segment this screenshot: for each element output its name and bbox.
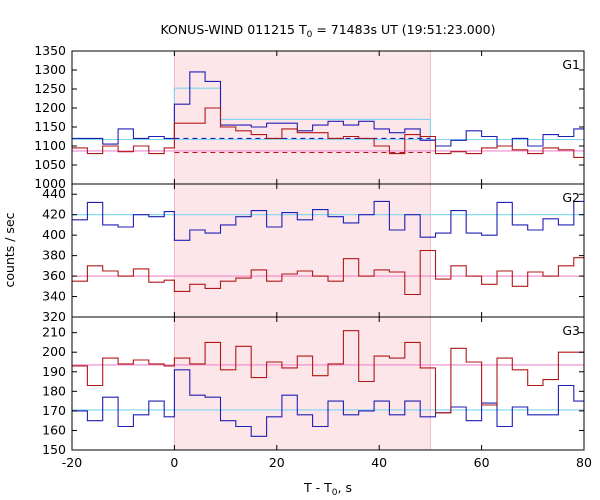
panel-g2-data-blue-line bbox=[72, 200, 584, 241]
x-tick-label: -20 bbox=[62, 455, 82, 470]
panel-g3-data-red-line bbox=[72, 330, 584, 414]
frame-layer bbox=[71, 50, 585, 451]
y-tick-label: 1000 bbox=[34, 176, 66, 191]
y-tick-label: 170 bbox=[42, 403, 66, 418]
y-tick-label: 1050 bbox=[34, 157, 66, 172]
panel-label: G3 bbox=[562, 323, 580, 338]
x-tick-label: 20 bbox=[269, 455, 285, 470]
y-tick-label: 1350 bbox=[34, 43, 66, 58]
y-tick-label: 1150 bbox=[34, 119, 66, 134]
x-tick-label: 80 bbox=[576, 455, 592, 470]
x-tick-label: 40 bbox=[371, 455, 387, 470]
panel-g1-series bbox=[72, 71, 584, 158]
panel-g3-series bbox=[72, 330, 584, 437]
highlight-interval bbox=[174, 51, 431, 450]
y-tick-label: 180 bbox=[42, 383, 66, 398]
y-tick-label: 1200 bbox=[34, 100, 66, 115]
y-tick-label: 190 bbox=[42, 364, 66, 379]
y-tick-label: 1250 bbox=[34, 81, 66, 96]
panel-label: G1 bbox=[562, 57, 580, 72]
chart-title: KONUS-WIND 011215 T0 = 71483s UT (19:51:… bbox=[160, 22, 495, 40]
y-tick-label: 400 bbox=[42, 227, 66, 242]
y-axis-label: counts / sec bbox=[2, 212, 17, 287]
y-tick-label: 1300 bbox=[34, 62, 66, 77]
x-axis-label: T - T0, s bbox=[303, 480, 352, 498]
panel-g1-data-red-line bbox=[72, 107, 584, 158]
y-tick-label: 420 bbox=[42, 207, 66, 222]
y-tick-label: 160 bbox=[42, 422, 66, 437]
y-tick-label: 340 bbox=[42, 289, 66, 304]
y-tick-label: 200 bbox=[42, 344, 66, 359]
panel-g2-data-red-line bbox=[72, 249, 584, 296]
x-tick-label: 0 bbox=[170, 455, 178, 470]
highlight-interval-layer bbox=[173, 51, 431, 450]
y-tick-label: 380 bbox=[42, 248, 66, 263]
x-tick-label: 60 bbox=[474, 455, 490, 470]
panel-g3-frame bbox=[71, 316, 585, 451]
y-tick-label: 150 bbox=[42, 442, 66, 457]
series-layer bbox=[72, 71, 584, 437]
tick-layer: 1000 1050 1100 1150 1200 1250 1300 1350 G1 320 340… bbox=[34, 43, 592, 470]
y-tick-label: 360 bbox=[42, 268, 66, 283]
y-tick-label: 440 bbox=[42, 186, 66, 201]
panel-label: G2 bbox=[562, 190, 580, 205]
y-tick-label: 320 bbox=[42, 309, 66, 324]
panel-g2-series bbox=[72, 200, 584, 296]
y-tick-label: 210 bbox=[42, 325, 66, 340]
y-tick-label: 1100 bbox=[34, 138, 66, 153]
